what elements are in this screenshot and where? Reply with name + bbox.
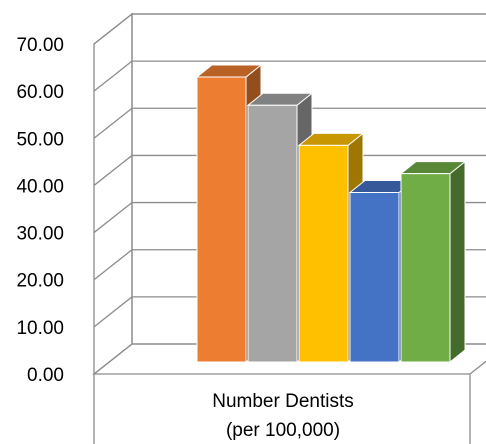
y-tick-label: 20.00 — [16, 271, 64, 292]
y-tick-label: 50.00 — [16, 129, 64, 150]
y-tick-label: 10.00 — [16, 318, 64, 339]
bar-front-face — [196, 76, 247, 363]
left-wall — [93, 12, 133, 376]
gridline-left-wall — [93, 154, 133, 186]
y-tick-label: 30.00 — [16, 224, 64, 245]
bar-front-face — [400, 173, 451, 363]
gridline-left-wall — [93, 60, 133, 92]
bar-series-5 — [399, 160, 467, 364]
bar-front-face — [298, 144, 349, 363]
gridline-left-wall — [93, 202, 133, 234]
gridline-left-wall — [93, 296, 133, 328]
bars — [195, 63, 467, 364]
gridline-left-wall — [93, 13, 133, 45]
bar-front-face — [349, 192, 400, 363]
category-label-line-2: (per 100,000) — [226, 420, 340, 441]
y-tick-label: 60.00 — [16, 82, 64, 103]
gridline-left-wall — [93, 249, 133, 281]
y-tick-label: 40.00 — [16, 176, 64, 197]
y-tick-label: 0.00 — [27, 365, 64, 386]
bar-front-face — [247, 104, 298, 363]
category-axis: Number Dentists (per 100,000) — [212, 391, 354, 441]
y-axis-tick-labels: 0.00 10.00 20.00 30.00 40.00 50.00 60.00 70.00 — [16, 35, 64, 386]
bar-side-face — [449, 160, 466, 364]
floor — [92, 343, 486, 375]
category-label-line-1: Number Dentists — [212, 391, 354, 412]
y-tick-label: 70.00 — [16, 35, 64, 56]
gridline-left-wall — [93, 107, 133, 139]
